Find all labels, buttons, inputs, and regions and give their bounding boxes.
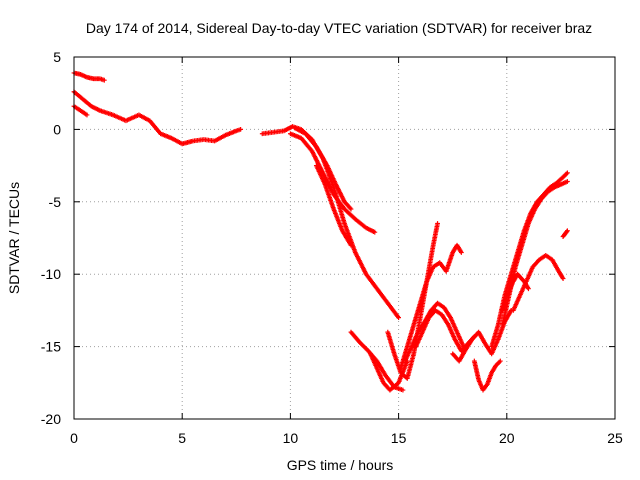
data-point [396, 315, 401, 321]
data-point [372, 229, 378, 235]
x-tick-label: 5 [178, 430, 186, 446]
series-arc-7 [313, 163, 354, 248]
data-point [564, 228, 570, 234]
series-arc-10 [385, 221, 440, 381]
y-tick-label: -10 [41, 266, 61, 282]
series-arc-11 [398, 242, 464, 371]
data-point [526, 286, 531, 292]
y-tick-label: 5 [53, 49, 61, 65]
data-point [564, 179, 570, 184]
series-arc-6 [288, 131, 378, 235]
data-point [560, 276, 566, 281]
y-tick-label: -15 [41, 339, 61, 355]
series-arc-1 [71, 70, 107, 83]
series-arc-12 [402, 300, 466, 364]
x-tick-label: 15 [391, 430, 407, 446]
x-tick-label: 20 [499, 430, 515, 446]
data-point [400, 387, 406, 393]
data-point [435, 221, 440, 226]
x-axis-label: GPS time / hours [287, 457, 394, 473]
data-point [238, 127, 244, 132]
series-arc-4 [259, 124, 401, 321]
data-point [564, 170, 570, 176]
y-axis-label: SDTVAR / TECUs [6, 182, 22, 294]
series-arc-9 [368, 351, 410, 393]
y-tick-label: -5 [49, 194, 62, 210]
grid-lines [74, 57, 615, 419]
series-arc-2 [71, 89, 244, 147]
data-point [564, 229, 570, 235]
data-point [84, 112, 90, 118]
series-arc-14 [450, 308, 514, 364]
axis-ticks: 0 5 10 15 20 25 5 0 -5 -10 -15 -20 [41, 49, 623, 446]
plot-frame [73, 56, 616, 420]
series-arc-15 [471, 358, 503, 393]
series-arc-5 [292, 125, 354, 212]
series-arc-19 [510, 252, 566, 313]
data-point [348, 206, 354, 212]
data-point [458, 250, 464, 255]
data-point [101, 77, 107, 83]
y-tick-label: 0 [53, 121, 61, 137]
chart-title: Day 174 of 2014, Sidereal Day-to-day VTE… [86, 20, 592, 36]
series-arc-3 [71, 103, 90, 118]
series-arc-20 [560, 228, 570, 239]
x-tick-label: 10 [283, 430, 299, 446]
x-tick-label: 25 [607, 430, 623, 446]
y-tick-label: -20 [41, 411, 61, 427]
data-series [71, 70, 570, 393]
x-tick-label: 0 [70, 430, 78, 446]
data-point [497, 358, 503, 364]
data-point [348, 242, 354, 248]
